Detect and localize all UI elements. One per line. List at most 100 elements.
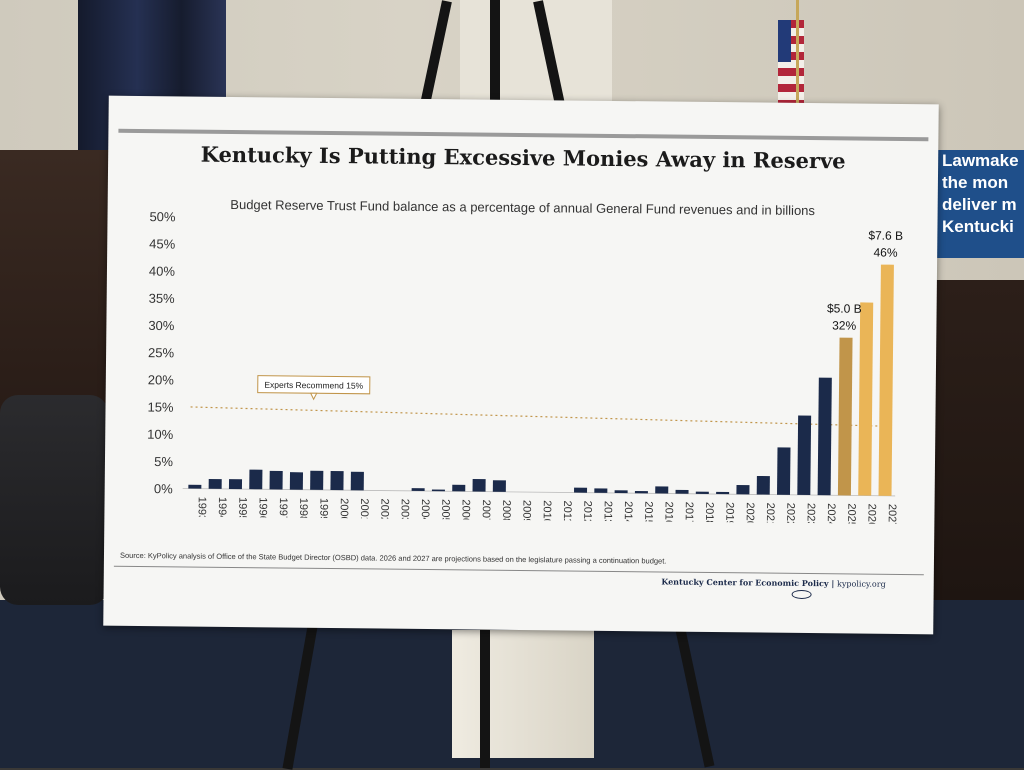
footer-org: Kentucky Center for Economic Policy (661, 576, 829, 589)
x-tick-label: 2017 (683, 502, 695, 525)
bar-1999 (310, 470, 324, 490)
y-tick-label: 25% (148, 345, 175, 360)
x-tick-label: 2012 (581, 501, 593, 525)
bar-2023 (797, 415, 812, 496)
y-tick-label: 45% (149, 236, 176, 251)
bar-1998 (289, 472, 304, 490)
y-tick-label: 0% (154, 481, 173, 496)
banner-line-1: Lawmake (942, 151, 1019, 170)
x-tick-label: 2022 (784, 503, 796, 525)
footer-seal-icon (791, 589, 812, 600)
source-note: Source: KyPolicy analysis of Office of t… (119, 550, 667, 566)
side-banner: Lawmake the mon deliver m Kentucki (932, 150, 1024, 258)
bar-1994 (208, 478, 222, 489)
y-tick-label: 10% (147, 427, 174, 442)
bar-2014 (614, 490, 628, 494)
banner-line-3: deliver m (942, 195, 1017, 214)
bar-2019 (716, 491, 730, 495)
top-rule (118, 128, 929, 142)
data-label: 32% (832, 318, 856, 332)
pillar-base (452, 630, 594, 758)
data-label: 46% (873, 245, 897, 259)
x-tick-label: 2002 (378, 499, 390, 524)
data-label: $7.6 B (868, 228, 903, 242)
bar-2027 (878, 264, 894, 496)
y-tick-label: 20% (148, 372, 175, 387)
bar-2024 (817, 377, 832, 496)
x-tick-label: 2005 (439, 499, 451, 524)
x-tick-label: 2014 (622, 501, 634, 524)
bar-2015 (634, 491, 648, 494)
bar-2005 (431, 489, 445, 492)
bar-2004 (411, 488, 425, 491)
bar-1993 (188, 484, 202, 489)
bar-1995 (228, 479, 243, 490)
bar-2013 (594, 488, 608, 493)
bar-2022 (777, 447, 791, 495)
bar-chart: 0% 5% 10% 15% 20% 25% 30% 35% 40% 45% 50% Experts R… (147, 209, 903, 525)
x-tick-label: 2015 (642, 501, 654, 524)
bar-2021 (756, 475, 770, 495)
x-tick-label: 2008 (500, 500, 512, 525)
x-tick-label: 2025 (845, 503, 857, 524)
chair (0, 395, 108, 605)
flag-union (778, 20, 791, 62)
bar-2008 (492, 480, 506, 492)
y-tick-label: 15% (147, 399, 174, 414)
x-tick-label: 2016 (662, 501, 674, 524)
banner-line-2: the mon (942, 173, 1009, 192)
x-tick-label: 1996 (256, 497, 268, 522)
y-tick-label: 40% (149, 263, 176, 278)
bar-2000 (330, 470, 344, 491)
y-tick-label: 50% (149, 209, 176, 224)
bar-2006 (452, 484, 466, 492)
x-tick-label: 1999 (317, 498, 329, 523)
x-tick-label: 1994 (216, 497, 228, 522)
x-tick-label: 2004 (419, 499, 431, 524)
bar-2018 (695, 491, 709, 494)
x-tick-label: 2001 (358, 498, 370, 523)
reference-pointer-icon (309, 392, 318, 401)
bar-2007 (472, 478, 486, 492)
x-tick-label: 2026* (865, 504, 877, 525)
y-tick-label: 35% (149, 291, 176, 306)
wood-panel-right (930, 280, 1024, 600)
x-tick-label: 2021 (764, 503, 776, 525)
bar-2016 (655, 486, 669, 494)
x-tick-label: 2006 (459, 499, 471, 524)
banner-line-4: Kentucki (942, 217, 1014, 236)
bar-2026 (858, 302, 874, 496)
x-tick-label: 2011 (561, 500, 573, 524)
flagpole (796, 0, 799, 125)
x-tick-label: 1995 (236, 497, 248, 522)
x-tick-label: 2020 (744, 502, 756, 524)
x-tick-label: 2023 (804, 503, 816, 524)
x-tick-label: 2009 (520, 500, 532, 524)
bar-2020 (736, 485, 750, 495)
x-tick-label: 2003 (398, 499, 410, 524)
y-tick-label: 30% (148, 318, 175, 333)
easel-leg-center (480, 628, 490, 768)
x-tick-label: 2027* (886, 504, 898, 525)
data-label: $5.0 B (827, 301, 862, 315)
x-tick-label: 2000 (338, 498, 350, 523)
bar-1997 (269, 470, 283, 490)
bar-2017 (675, 489, 689, 494)
x-tick-label: 2007 (480, 500, 492, 525)
footer: Kentucky Center for Economic Policy | ky… (661, 576, 885, 588)
x-tick-label: 2013 (601, 501, 613, 524)
x-tick-label: 1998 (297, 498, 309, 523)
reference-line (190, 406, 886, 427)
poster-board: Kentucky Is Putting Excessive Monies Awa… (103, 95, 939, 635)
bottom-rule (113, 565, 924, 576)
y-tick-label: 5% (154, 454, 173, 469)
chart-title: Kentucky Is Putting Excessive Monies Awa… (200, 141, 846, 174)
x-tick-label: 2024 (825, 503, 837, 524)
x-tick-label: 1997 (277, 497, 289, 522)
easel-leg-center-top (490, 0, 500, 115)
x-tick-label: 2019 (723, 502, 735, 524)
x-tick-label: 2018 (703, 502, 715, 524)
reference-label: Experts Recommend 15% (264, 380, 363, 391)
x-tick-label: 2010 (541, 500, 553, 524)
footer-url: kypolicy.org (837, 579, 886, 589)
